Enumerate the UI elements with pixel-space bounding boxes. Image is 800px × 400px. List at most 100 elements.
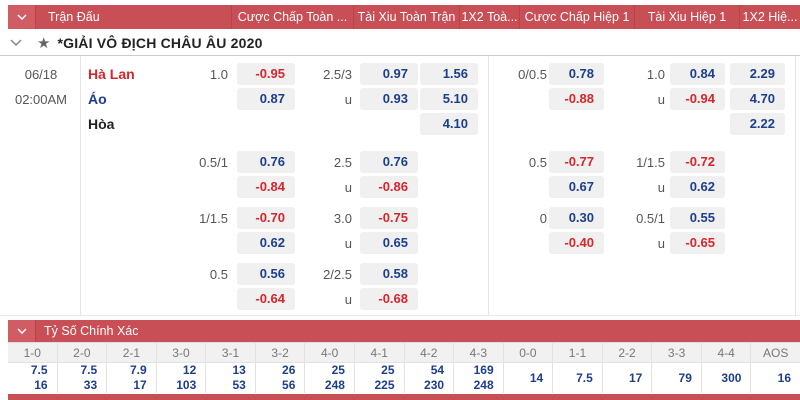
- odd-ft-under[interactable]: -0.68: [360, 288, 418, 310]
- odd-h1-hc-away[interactable]: -0.88: [549, 88, 604, 110]
- odd-ft-over[interactable]: 0.58: [360, 263, 418, 285]
- away-team-name: Áo: [88, 91, 107, 107]
- odd-ft-under[interactable]: 0.93: [360, 88, 418, 110]
- column-header-h1-overunder: Tài Xiu Hiệp 1: [634, 5, 739, 29]
- odd-ft-over[interactable]: 0.97: [360, 63, 418, 85]
- ft-total-line: 2.5/3: [323, 67, 352, 82]
- odd-ft-hc-away[interactable]: 0.62: [237, 232, 295, 254]
- favorite-star-icon[interactable]: ★: [37, 34, 51, 52]
- odds-row: 0.62 u 0.65 -0.40 u -0.65: [0, 231, 800, 256]
- odd-h1-over[interactable]: 0.84: [670, 63, 725, 85]
- odd-h1-over[interactable]: 0.55: [670, 207, 725, 229]
- score-odd[interactable]: 248: [473, 378, 494, 392]
- odd-h1-hc-away[interactable]: -0.40: [549, 232, 604, 254]
- score-odd[interactable]: 230: [424, 378, 445, 392]
- score-header: 3-3: [652, 343, 701, 363]
- odd-ft-hc-away[interactable]: 0.87: [237, 88, 295, 110]
- score-odd[interactable]: 7.5: [80, 363, 98, 377]
- score-odd[interactable]: 79: [678, 370, 692, 385]
- score-odd[interactable]: 12: [182, 363, 197, 377]
- score-odd[interactable]: 248: [324, 378, 345, 392]
- odd-h1-over[interactable]: -0.72: [670, 151, 725, 173]
- score-odds-cell: 7.5 33: [57, 363, 107, 393]
- odd-ft-hc-home[interactable]: 0.56: [237, 263, 295, 285]
- odd-h1-hc-home[interactable]: -0.77: [549, 151, 604, 173]
- odd-h1-hc-home[interactable]: 0.30: [549, 207, 604, 229]
- odd-ft-1x2-away[interactable]: 5.10: [420, 88, 478, 110]
- odd-h1-hc-home[interactable]: 0.78: [549, 63, 604, 85]
- divider: [80, 56, 81, 315]
- correct-score-title: Tỷ Số Chính Xác: [44, 324, 139, 338]
- score-odd[interactable]: 7.9: [130, 363, 147, 377]
- score-odd[interactable]: 26: [282, 363, 296, 377]
- odd-h1-under[interactable]: -0.94: [670, 88, 725, 110]
- score-odd[interactable]: 7.5: [576, 370, 593, 385]
- odd-ft-hc-home[interactable]: -0.70: [237, 207, 295, 229]
- score-column: 3-0 12 103: [155, 343, 206, 393]
- odd-ft-1x2-home[interactable]: 1.56: [420, 63, 478, 85]
- score-odds-cell: 25 248: [305, 363, 354, 393]
- under-label: u: [657, 236, 665, 251]
- league-name: *GIẢI VÔ ĐỊCH CHÂU ÂU 2020: [57, 34, 263, 51]
- score-odd[interactable]: 17: [133, 378, 147, 392]
- score-column: 4-0 25 248: [304, 343, 354, 393]
- score-header: 3-1: [206, 343, 255, 363]
- ft-total-line: 2/2.5: [323, 267, 352, 282]
- odd-h1-1x2-away[interactable]: 4.70: [730, 88, 785, 110]
- score-odd[interactable]: 33: [83, 378, 98, 392]
- under-label: u: [344, 292, 352, 307]
- odd-ft-under[interactable]: 0.65: [360, 232, 418, 254]
- score-header: 2-0: [57, 343, 107, 363]
- column-header-ft-1x2: 1X2 Toà...: [459, 5, 519, 29]
- column-header-h1-handicap: Cược Chấp Hiệp 1: [519, 5, 634, 29]
- odd-h1-under[interactable]: -0.65: [670, 232, 725, 254]
- score-odd[interactable]: 225: [374, 378, 395, 392]
- score-odd[interactable]: 300: [721, 370, 742, 385]
- score-odd[interactable]: 103: [176, 378, 197, 392]
- odd-ft-over[interactable]: -0.75: [360, 207, 418, 229]
- odd-h1-1x2-draw[interactable]: 2.22: [730, 113, 785, 135]
- odd-h1-under[interactable]: 0.62: [670, 176, 725, 198]
- odd-ft-hc-home[interactable]: 0.76: [237, 151, 295, 173]
- h1-total-line: 0.5/1: [636, 211, 665, 226]
- score-header: 3-2: [255, 343, 305, 363]
- score-odds-cell: 7.5: [553, 363, 602, 393]
- score-odd[interactable]: 25: [331, 363, 345, 377]
- odd-ft-hc-away[interactable]: -0.64: [237, 288, 295, 310]
- score-odd[interactable]: 169: [473, 363, 494, 377]
- score-odd[interactable]: 25: [381, 363, 395, 377]
- chevron-down-icon[interactable]: [10, 39, 22, 46]
- under-label: u: [657, 180, 665, 195]
- score-header: 3-0: [156, 343, 206, 363]
- score-column: 4-1 25 225: [353, 343, 404, 393]
- score-odd[interactable]: 53: [232, 378, 246, 392]
- score-odds-cell: 7.5 16: [8, 363, 57, 393]
- odd-ft-under[interactable]: -0.86: [360, 176, 418, 198]
- odds-row: 1/1.5 -0.70 3.0 -0.75 0 0.30 0.5/1 0.55: [0, 206, 800, 231]
- odd-ft-hc-away[interactable]: -0.84: [237, 176, 295, 198]
- odd-ft-1x2-draw[interactable]: 4.10: [420, 113, 478, 135]
- score-odd[interactable]: 13: [232, 363, 246, 377]
- score-odd[interactable]: 16: [777, 370, 791, 385]
- odd-ft-over[interactable]: 0.76: [360, 151, 418, 173]
- league-row[interactable]: ★ *GIẢI VÔ ĐỊCH CHÂU ÂU 2020: [0, 30, 800, 56]
- score-odd[interactable]: 54: [430, 363, 445, 377]
- score-odd[interactable]: 17: [628, 370, 643, 385]
- odd-h1-1x2-home[interactable]: 2.29: [730, 63, 785, 85]
- score-odd[interactable]: 16: [34, 378, 48, 392]
- score-odd[interactable]: 56: [282, 378, 296, 392]
- h1-total-line: 1.0: [646, 67, 665, 82]
- odd-h1-hc-away[interactable]: 0.67: [549, 176, 604, 198]
- collapse-correct-score-button[interactable]: [8, 320, 36, 342]
- draw-label: Hòa: [88, 116, 115, 132]
- score-odd[interactable]: 14: [529, 370, 544, 385]
- score-header: 1-0: [8, 343, 57, 363]
- correct-score-grid: 1-0 7.5 16 2-0 7.5 33 2-1 7.9 17 3-0 12 103 3-1 13 53 3…: [8, 342, 800, 393]
- column-header-ft-handicap: Cược Chấp Toàn ...: [231, 5, 353, 29]
- odd-ft-hc-home[interactable]: -0.95: [237, 63, 295, 85]
- collapse-matches-button[interactable]: [8, 5, 36, 29]
- odds-row: 0.5/1 0.76 2.5 0.76 0.5 -0.77 1/1.5 -0.7…: [0, 150, 800, 175]
- score-odd[interactable]: 7.5: [30, 363, 48, 377]
- under-label: u: [657, 92, 665, 107]
